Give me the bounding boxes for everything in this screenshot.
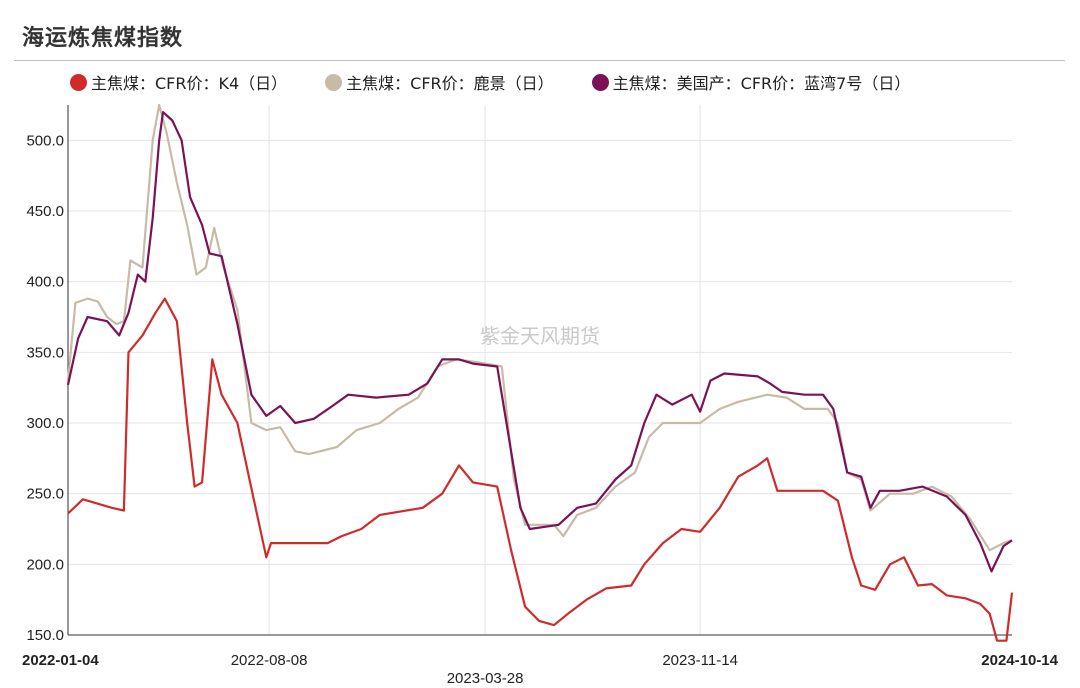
watermark: 紫金天风期货 — [480, 324, 600, 348]
legend-label-lujing: 主焦煤：CFR价：鹿景（日） — [346, 74, 554, 93]
legend-label-k4: 主焦煤：CFR价：K4（日） — [91, 74, 288, 93]
title-divider — [14, 60, 1065, 61]
y-tick-label: 150.0 — [26, 627, 64, 644]
y-tick-label: 250.0 — [26, 486, 64, 503]
legend-swatch-bluebay — [591, 73, 609, 91]
y-tick-label: 400.0 — [26, 274, 64, 291]
y-tick-label: 350.0 — [26, 344, 64, 361]
legend-item-lujing[interactable]: 主焦煤：CFR价：鹿景（日） — [325, 70, 554, 94]
y-tick-label: 450.0 — [26, 203, 64, 220]
legend-item-bluebay[interactable]: 主焦煤：美国产：CFR价：蓝湾7号（日） — [591, 70, 911, 94]
x-tick-label: 2023-11-14 — [662, 652, 738, 669]
series-line-2 — [66, 111, 1013, 573]
x-tick-label: 2022-08-08 — [231, 652, 308, 669]
x-tick-label: 2022-01-04 — [22, 652, 99, 669]
series-line-0 — [67, 297, 1014, 642]
legend: 主焦煤：CFR价：K4（日） 主焦煤：CFR价：鹿景（日） 主焦煤：美国产：CF… — [70, 70, 910, 94]
x-tick-label: 2024-10-14 — [981, 652, 1058, 669]
legend-swatch-lujing — [325, 73, 343, 91]
legend-item-k4[interactable]: 主焦煤：CFR价：K4（日） — [70, 70, 287, 94]
y-tick-label: 200.0 — [26, 556, 64, 573]
legend-swatch-k4 — [70, 73, 87, 91]
y-tick-label: 500.0 — [26, 132, 64, 149]
x-tick-label: 2023-03-28 — [447, 670, 524, 687]
legend-label-bluebay: 主焦煤：美国产：CFR价：蓝湾7号（日） — [612, 74, 911, 93]
chart-title: 海运炼焦煤指数 — [22, 26, 184, 51]
y-tick-label: 300.0 — [26, 415, 64, 432]
